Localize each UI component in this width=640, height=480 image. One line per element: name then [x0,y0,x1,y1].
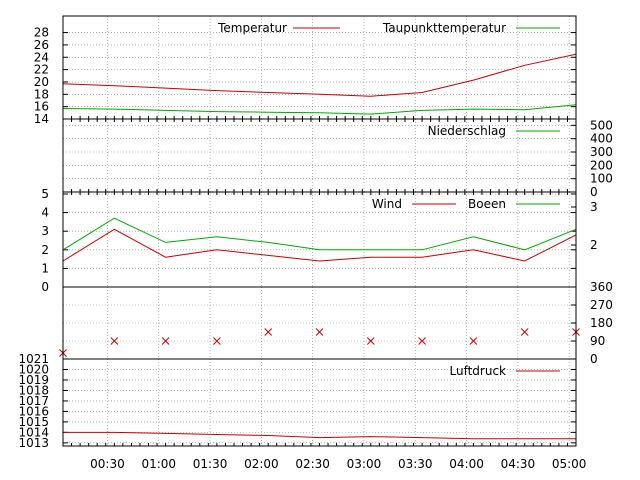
y-tick-label: 16 [34,100,49,114]
legend-label: Luftdruck [449,364,506,378]
x-tick-label: 01:30 [193,457,228,471]
x-tick-label: 03:00 [347,457,382,471]
y-tick-label: 1018 [18,383,49,397]
y-tick-label-right: 0 [590,185,598,199]
y-tick-label-right: 180 [590,316,613,330]
wind-direction-point [110,337,119,345]
y-tick-label-right: 300 [590,145,613,159]
y-tick-label: 20 [34,75,49,89]
y-tick-label: 18 [34,87,49,101]
y-tick-label: 26 [34,38,49,52]
y-tick-label: 4 [41,206,49,220]
y-tick-label: 1014 [18,425,49,439]
wind-direction-point [469,337,478,345]
series-line-taupunkttemperatur [62,104,577,115]
wind-direction-point [213,337,221,345]
y-tick-label-right: 270 [590,298,613,312]
series-line-boeen [62,217,577,251]
legend-label: Niederschlag [428,124,506,138]
y-tick-label: 14 [34,112,49,126]
y-tick-label: 22 [34,63,49,77]
x-tick-label: 04:00 [449,457,484,471]
legend-label: Temperatur [217,21,287,35]
wind-direction-point [315,328,324,336]
y-tick-label: 28 [34,26,49,40]
y-tick-label-right: 500 [590,118,613,132]
y-tick-label-right: 100 [590,172,613,186]
y-tick-label: 1013 [18,436,49,450]
y-tick-label: 1021 [18,352,49,366]
series-line-wind [62,228,577,262]
y-tick-label-right: 90 [590,334,605,348]
series-line-temperatur [62,53,577,97]
y-tick-label: 2 [41,243,49,257]
wind-direction-point [520,328,529,336]
x-tick-label: 05:00 [552,457,587,471]
legend-label: Wind [372,197,402,211]
x-tick-label: 04:30 [501,457,536,471]
y-tick-label-right: 400 [590,132,613,146]
y-tick-label-right: 3 [590,200,598,214]
x-tick-label: 03:30 [398,457,433,471]
x-tick-label: 02:00 [244,457,279,471]
y-tick-label: 1016 [18,404,49,418]
y-tick-label-right: 2 [590,238,598,252]
y-tick-label: 5 [41,187,49,201]
wind-direction-point [418,337,426,345]
y-tick-label: 1015 [18,415,49,429]
x-tick-label: 02:30 [295,457,330,471]
y-tick-label: 1020 [18,362,49,376]
series-line-luftdruck [63,431,576,440]
y-tick-label: 24 [34,50,49,64]
y-tick-label: 1 [41,261,49,275]
y-tick-label-right: 200 [590,158,613,172]
legend-label: Boeen [468,197,506,211]
wind-direction-point [366,337,375,345]
x-tick-label: 01:00 [141,457,176,471]
wind-direction-point [161,337,170,345]
y-tick-label: 1019 [18,373,49,387]
panel-frame [62,286,577,360]
y-tick-label-right: 360 [590,280,613,294]
y-tick-label: 3 [41,224,49,238]
y-tick-label-right: 0 [590,352,598,366]
x-tick-label: 00:30 [90,457,125,471]
legend-label: Taupunkttemperatur [382,21,506,35]
y-tick-label: 0 [41,280,49,294]
y-tick-label: 1017 [18,394,49,408]
wind-direction-point [264,328,273,336]
